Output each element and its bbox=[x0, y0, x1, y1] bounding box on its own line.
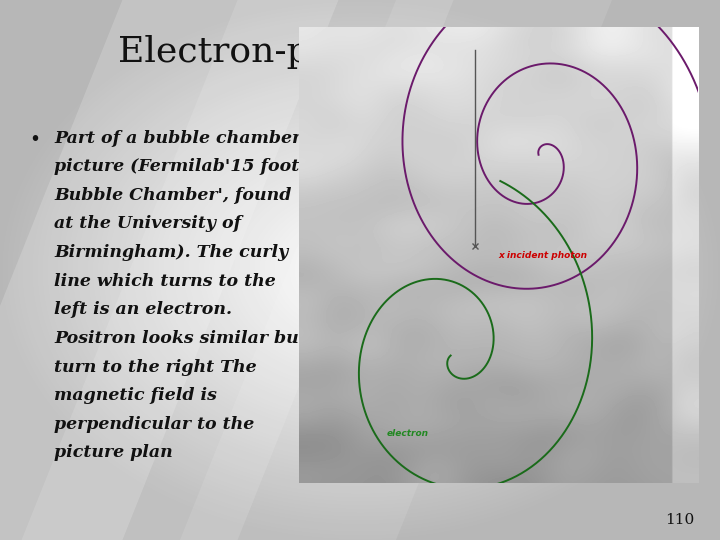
Text: electron: electron bbox=[387, 429, 428, 437]
Text: picture (Fermilab'15 foot: picture (Fermilab'15 foot bbox=[54, 158, 300, 175]
Polygon shape bbox=[22, 0, 454, 540]
Text: picture plan: picture plan bbox=[54, 444, 173, 461]
Text: line which turns to the: line which turns to the bbox=[54, 273, 276, 289]
Text: perpendicular to the: perpendicular to the bbox=[54, 416, 254, 433]
Text: Positron looks similar but: Positron looks similar but bbox=[54, 330, 307, 347]
Text: at the University of: at the University of bbox=[54, 215, 241, 232]
Polygon shape bbox=[180, 0, 612, 540]
Text: x incident photon: x incident photon bbox=[498, 251, 588, 260]
Text: •: • bbox=[29, 130, 40, 148]
Text: Birmingham). The curly: Birmingham). The curly bbox=[54, 244, 288, 261]
Text: left is an electron.: left is an electron. bbox=[54, 301, 232, 318]
Text: Electron-positron creation: Electron-positron creation bbox=[118, 35, 602, 69]
Polygon shape bbox=[0, 0, 338, 540]
Text: turn to the right The: turn to the right The bbox=[54, 359, 256, 375]
Text: Bubble Chamber', found: Bubble Chamber', found bbox=[54, 187, 292, 204]
Text: 110: 110 bbox=[665, 512, 695, 526]
Text: Part of a bubble chamber: Part of a bubble chamber bbox=[54, 130, 301, 146]
Text: magnetic field is: magnetic field is bbox=[54, 387, 217, 404]
